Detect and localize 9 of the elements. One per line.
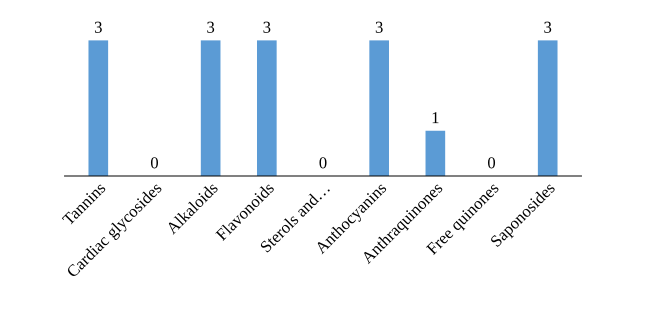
data-label: 0 [319,157,327,168]
data-label: 3 [544,22,552,33]
data-label: 0 [150,157,158,168]
data-label: 1 [432,112,439,124]
data-label: 3 [376,22,383,33]
data-label: 3 [207,22,214,33]
data-label: 3 [94,22,102,33]
data-label: 0 [488,157,496,168]
data-label: 3 [263,22,270,33]
